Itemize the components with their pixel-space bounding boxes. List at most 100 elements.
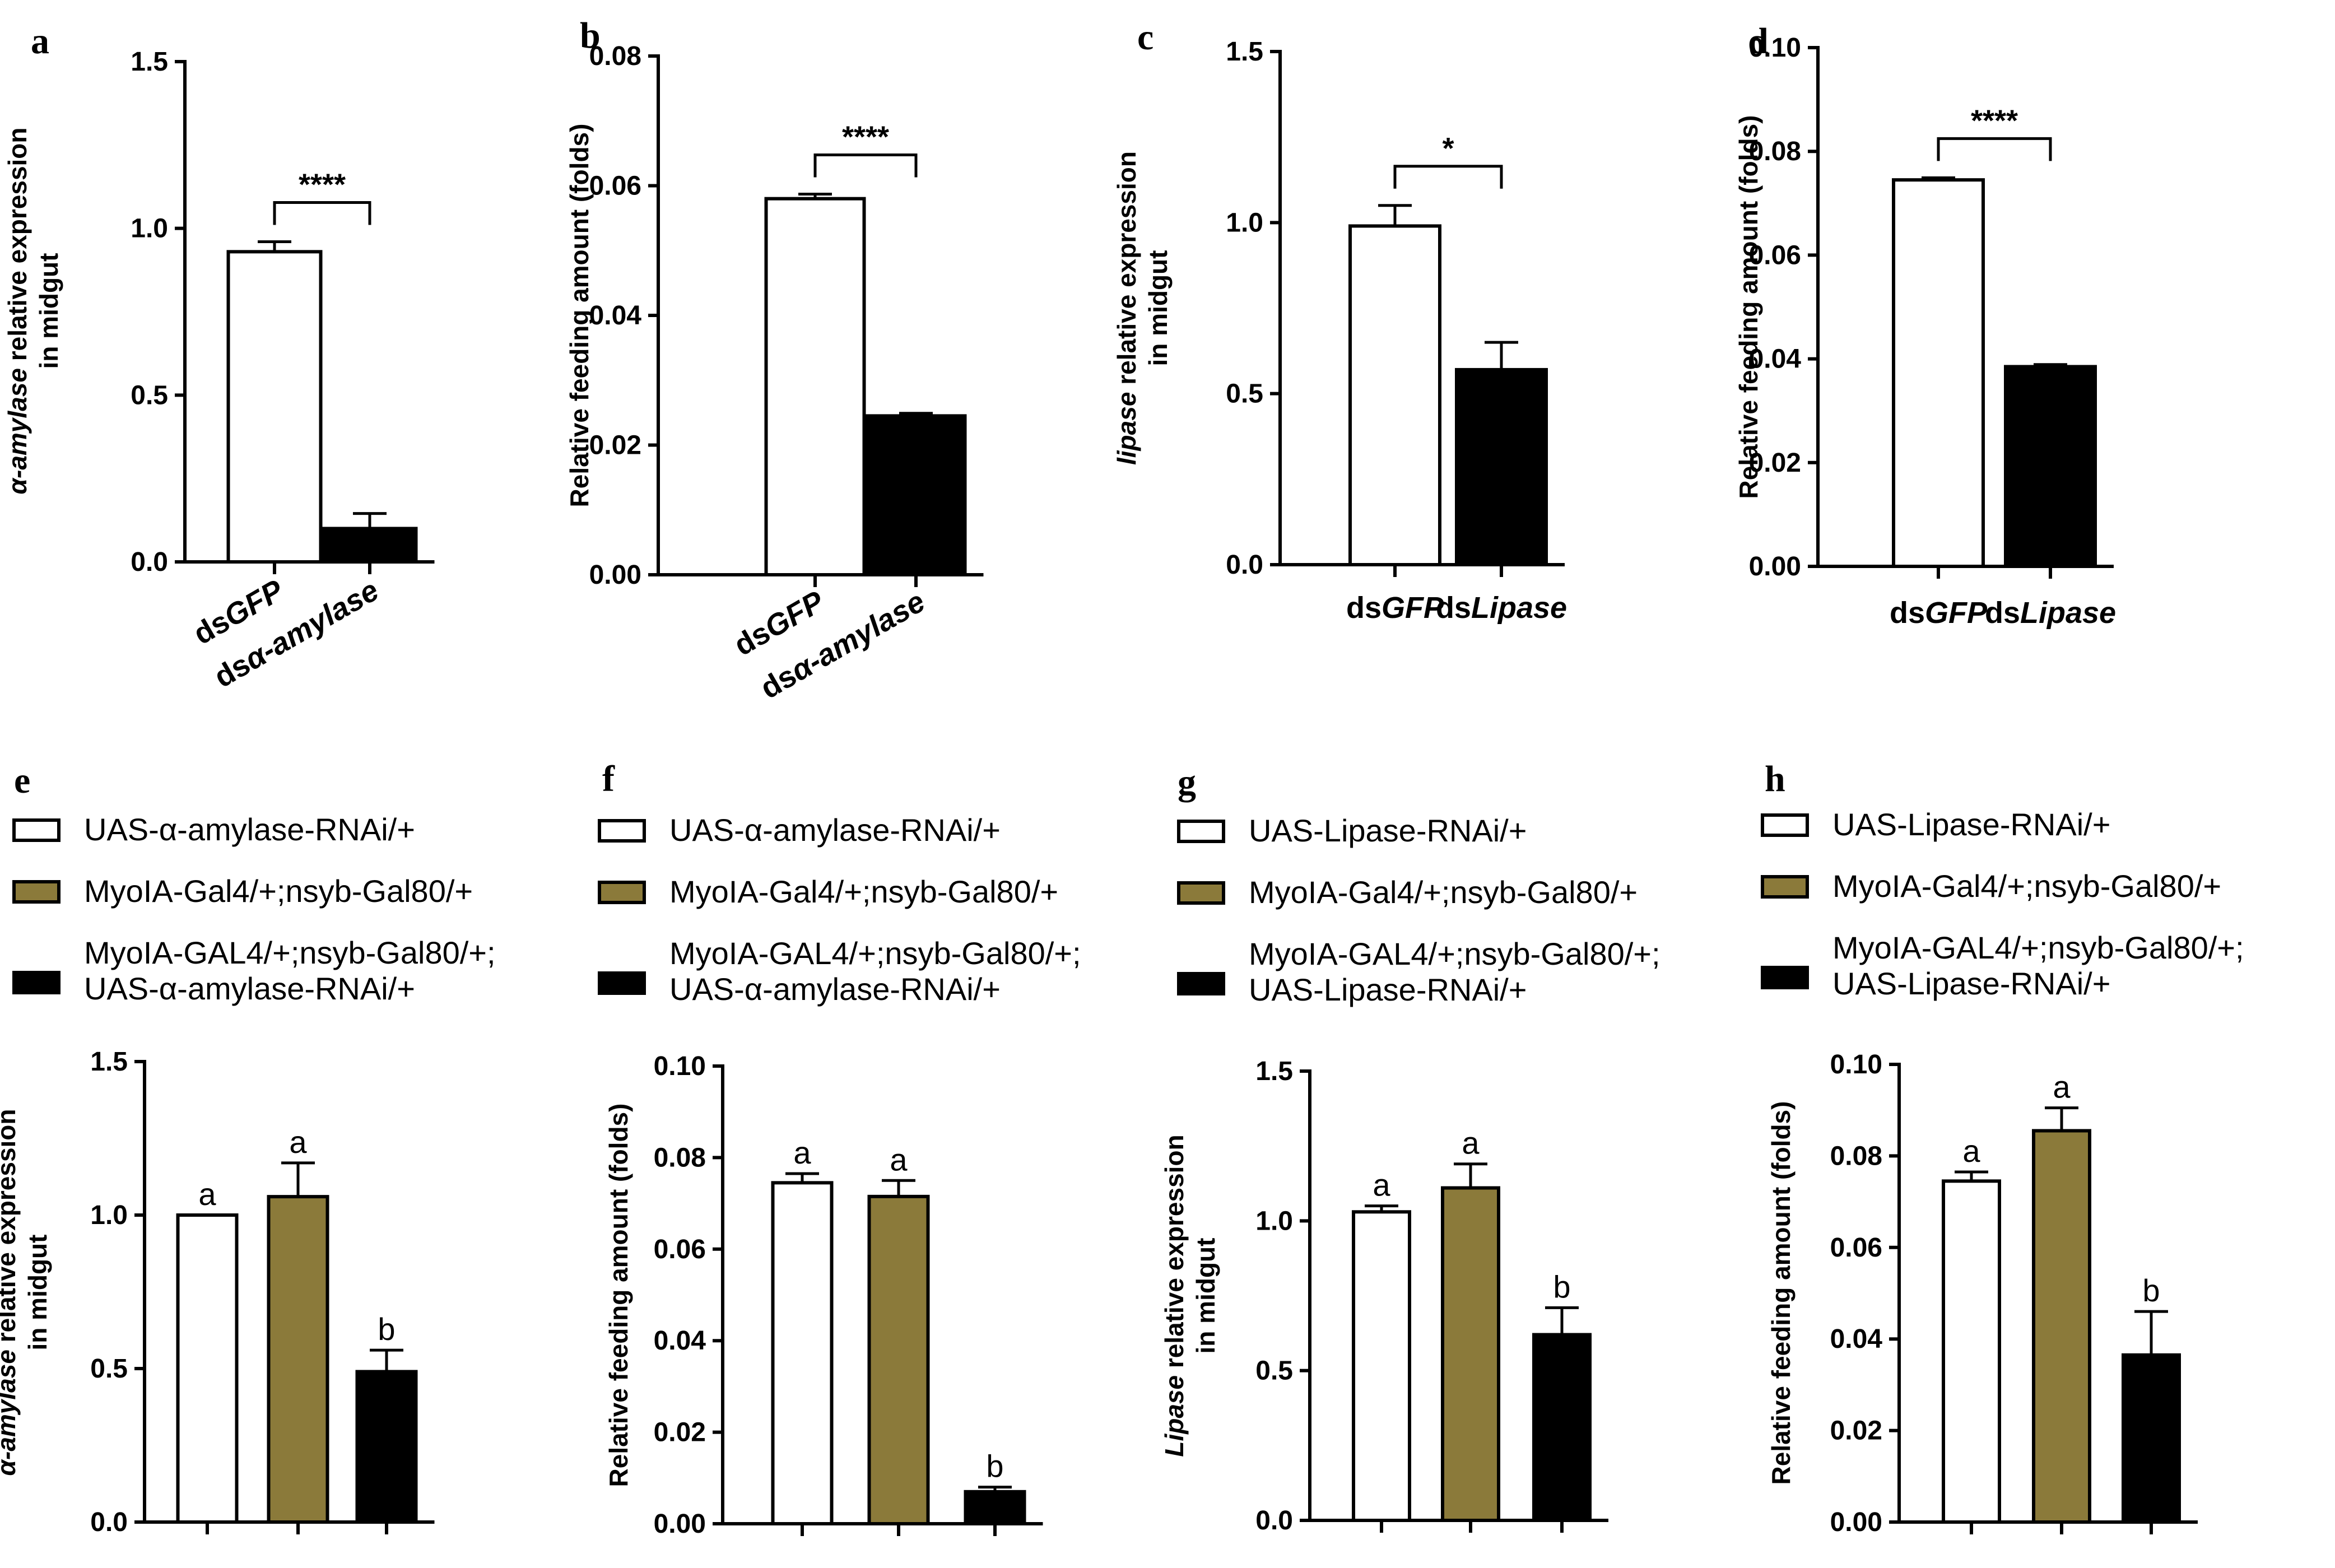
legend-swatch bbox=[1177, 972, 1225, 995]
y-tick-label: 0.00 bbox=[589, 560, 641, 590]
y-tick-label: 0.08 bbox=[654, 1143, 706, 1172]
bar bbox=[964, 1490, 1026, 1526]
y-tick-label: 0.02 bbox=[1830, 1416, 1882, 1446]
bar bbox=[355, 1370, 418, 1524]
y-tick-label: 0.08 bbox=[589, 41, 641, 71]
group-letter: b bbox=[2142, 1273, 2160, 1308]
bar bbox=[176, 1213, 239, 1524]
group-letter: b bbox=[378, 1311, 395, 1347]
y-axis-label: α-amylase relative expression bbox=[0, 1109, 21, 1476]
bar bbox=[2032, 1129, 2091, 1524]
legend-label: MyoIA-GAL4/+;nsyb-Gal80/+; bbox=[669, 936, 1081, 971]
y-tick-label: 0.5 bbox=[1255, 1356, 1293, 1386]
legend-swatch bbox=[598, 819, 646, 843]
bar bbox=[1455, 367, 1548, 566]
legend-label: UAS-Lipase-RNAi/+ bbox=[1832, 807, 2110, 842]
y-tick-label: 0.5 bbox=[131, 380, 168, 410]
y-tick-label: 0.00 bbox=[1749, 552, 1801, 581]
y-tick-label: 1.0 bbox=[90, 1201, 128, 1230]
panel-letter: e bbox=[14, 760, 30, 801]
panel-letter: d bbox=[1748, 21, 1769, 62]
panel-letter: a bbox=[31, 21, 49, 62]
y-tick-label: 0.10 bbox=[1830, 1050, 1882, 1080]
legend-swatch bbox=[1761, 966, 1809, 989]
bar bbox=[764, 197, 866, 576]
bar bbox=[771, 1181, 834, 1525]
y-tick-label: 0.08 bbox=[1830, 1141, 1882, 1171]
y-tick-label: 0.06 bbox=[654, 1235, 706, 1264]
y-axis-label: Relative feeding amount (folds) bbox=[1766, 1101, 1796, 1485]
legend-label: UAS-α-amylase-RNAi/+ bbox=[84, 971, 415, 1006]
legend-swatch bbox=[598, 881, 646, 904]
significance-label: **** bbox=[842, 120, 889, 154]
y-tick-label: 0.04 bbox=[1749, 345, 1802, 374]
group-letter: a bbox=[1462, 1125, 1480, 1161]
legend-label: UAS-Lipase-RNAi/+ bbox=[1249, 972, 1527, 1007]
significance-label: * bbox=[1442, 132, 1454, 165]
x-category-label: dsLipase bbox=[1985, 596, 2116, 630]
bar bbox=[226, 250, 323, 564]
y-axis-label: Lipase relative expression bbox=[1160, 1134, 1189, 1457]
legend-label: MyoIA-GAL4/+;nsyb-Gal80/+; bbox=[1249, 936, 1660, 971]
legend-swatch bbox=[1761, 875, 1809, 899]
y-tick-label: 0.00 bbox=[1830, 1507, 1882, 1537]
legend-swatch bbox=[1177, 881, 1225, 905]
panel-h: h 0.00 0.02 0.04 0.06 0.08 0.10 Relative feedin… bbox=[1761, 759, 2244, 1537]
bar bbox=[1352, 1210, 1411, 1522]
y-tick-label: 0.02 bbox=[1749, 448, 1801, 478]
significance-label: **** bbox=[299, 167, 346, 201]
panel-c: c 0.0 0.5 1.0 1.5 lipase relative expression i… bbox=[1112, 17, 1567, 625]
legend-swatch bbox=[1761, 813, 1809, 837]
legend-label: MyoIA-Gal4/+;nsyb-Gal80/+ bbox=[669, 874, 1058, 909]
y-axis-label: in midgut bbox=[34, 253, 63, 369]
legend-label: MyoIA-GAL4/+;nsyb-Gal80/+; bbox=[1832, 930, 2244, 965]
group-letter: a bbox=[793, 1135, 811, 1170]
group-letter: a bbox=[1373, 1167, 1390, 1203]
significance-bracket bbox=[1393, 165, 1503, 189]
legend-swatch bbox=[12, 818, 61, 842]
panel-f: f 0.00 0.02 0.04 0.06 0.08 0.10 Relative feedin… bbox=[598, 759, 1081, 1539]
group-letter: a bbox=[289, 1124, 307, 1160]
panel-letter: g bbox=[1178, 762, 1196, 803]
legend-label: MyoIA-GAL4/+;nsyb-Gal80/+; bbox=[84, 935, 496, 970]
y-tick-label: 0.06 bbox=[589, 171, 641, 201]
group-letter: b bbox=[1553, 1269, 1570, 1304]
panel-letter: c bbox=[1137, 17, 1153, 58]
group-letter: a bbox=[890, 1142, 908, 1177]
panel-a: a 0.0 0.5 1.0 1.5 α-amylase relative expressi… bbox=[3, 21, 435, 694]
bar bbox=[865, 414, 967, 576]
y-tick-label: 0.0 bbox=[1255, 1506, 1293, 1536]
panel-d: d 0.00 0.02 0.04 0.06 0.08 0.10 Relative feedin… bbox=[1734, 21, 2116, 630]
legend-label: UAS-α-amylase-RNAi/+ bbox=[84, 812, 415, 847]
legend-swatch bbox=[12, 880, 61, 904]
y-tick-label: 1.5 bbox=[1226, 37, 1263, 67]
panel-letter: f bbox=[602, 759, 615, 799]
group-letter: a bbox=[1962, 1133, 1980, 1169]
y-tick-label: 1.5 bbox=[90, 1047, 128, 1077]
y-tick-label: 1.5 bbox=[131, 47, 168, 77]
y-axis-label: α-amylase relative expression bbox=[3, 127, 32, 494]
y-axis-label: lipase relative expression bbox=[1112, 151, 1141, 465]
bar bbox=[867, 1194, 930, 1525]
y-tick-label: 0.5 bbox=[1226, 379, 1263, 409]
legend-label: MyoIA-Gal4/+;nsyb-Gal80/+ bbox=[1249, 874, 1638, 910]
x-category-label: dsLipase bbox=[1436, 591, 1567, 625]
bar bbox=[267, 1195, 329, 1524]
panel-g: g 0.0 0.5 1.0 1.5 Lipase relative expression i… bbox=[1160, 762, 1660, 1536]
y-axis-label: Relative feeding amount (folds) bbox=[1734, 115, 1763, 499]
significance-bracket bbox=[1937, 137, 2052, 161]
group-letter: b bbox=[986, 1449, 1003, 1484]
x-category-label: dsGFP bbox=[1346, 591, 1444, 625]
y-tick-label: 0.04 bbox=[654, 1326, 706, 1356]
y-tick-label: 0.08 bbox=[1749, 137, 1801, 166]
y-tick-label: 0.06 bbox=[1749, 240, 1801, 270]
significance-bracket bbox=[273, 201, 371, 225]
y-tick-label: 0.04 bbox=[589, 301, 642, 331]
bar bbox=[1532, 1333, 1592, 1522]
panel-letter: b bbox=[580, 15, 601, 56]
legend-label: UAS-α-amylase-RNAi/+ bbox=[669, 812, 1001, 848]
bar bbox=[2004, 365, 2097, 568]
y-tick-label: 0.5 bbox=[90, 1354, 128, 1384]
y-tick-label: 0.02 bbox=[654, 1418, 706, 1448]
